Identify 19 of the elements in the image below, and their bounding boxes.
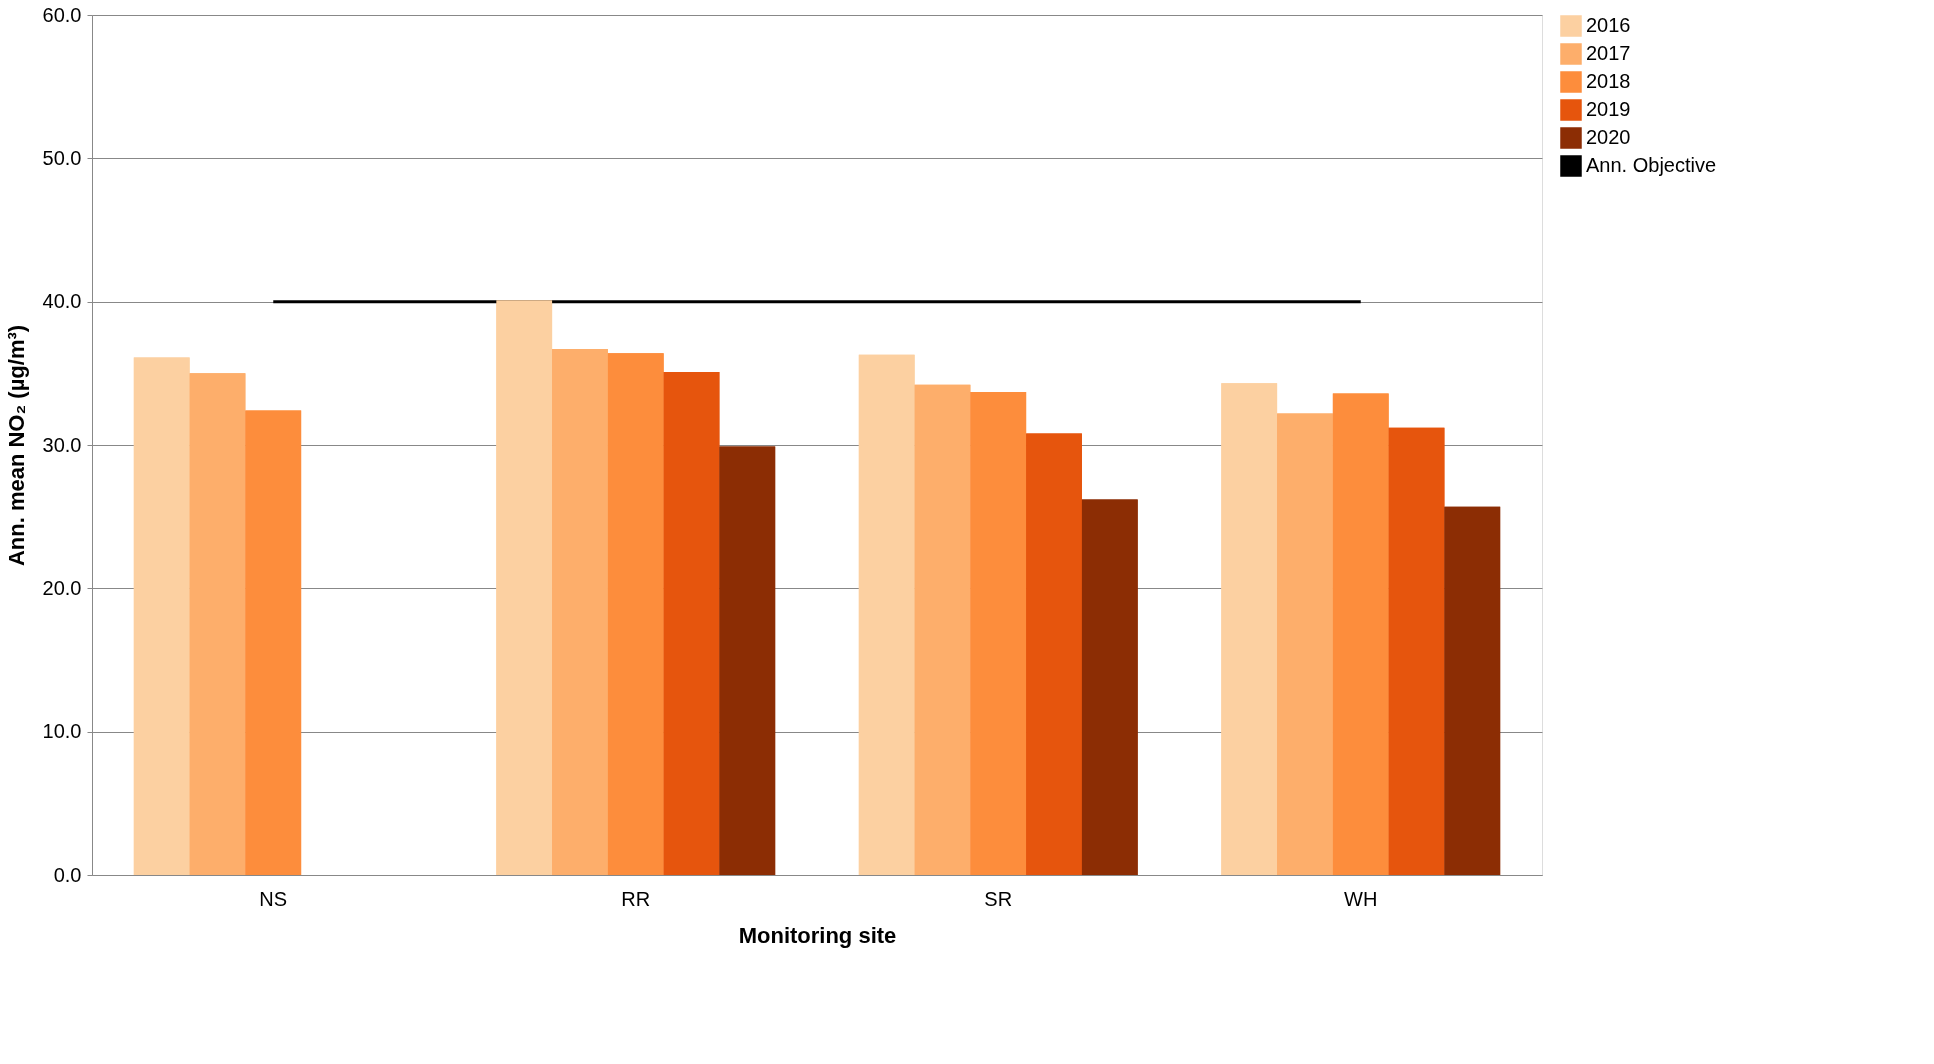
y-tick-label: 60.0	[42, 3, 82, 26]
y-tick-label: 20.0	[42, 576, 82, 599]
x-tick-label: NS	[259, 887, 288, 910]
legend-label: 2018	[1586, 70, 1631, 92]
y-axis-title: Ann. mean NO₂ (µg/m³)	[3, 324, 29, 567]
y-tick-label: 0.0	[53, 863, 82, 886]
x-tick-label: WH	[1344, 887, 1378, 910]
legend-label: 2020	[1586, 126, 1631, 148]
x-tick-label: SR	[984, 887, 1013, 910]
x-tick-label: RR	[621, 887, 651, 910]
legend-label: 2016	[1586, 14, 1631, 36]
y-tick-label: 30.0	[42, 433, 82, 456]
y-tick-label: 50.0	[42, 146, 82, 169]
y-tick-label: 40.0	[42, 290, 82, 313]
x-axis-title: Monitoring site	[738, 922, 897, 948]
legend-label: 2017	[1586, 42, 1631, 64]
legend-label: Ann. Objective	[1586, 154, 1717, 176]
legend-label: 2019	[1586, 98, 1631, 120]
y-tick-label: 10.0	[42, 720, 82, 743]
